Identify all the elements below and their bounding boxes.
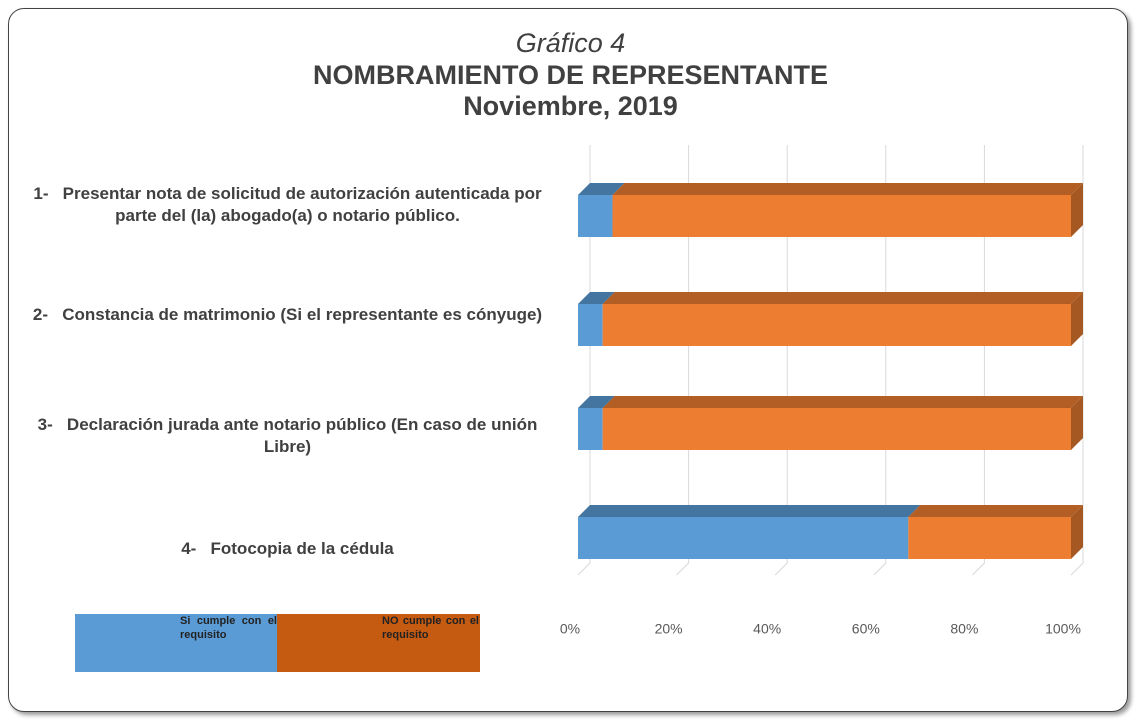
bar-side-face	[1071, 292, 1083, 346]
grid-line	[676, 145, 690, 576]
legend-label: NO cumple con el requisito	[382, 615, 479, 641]
bar-segment	[578, 408, 603, 450]
grid-line	[1070, 145, 1084, 576]
bar-segment	[578, 304, 603, 346]
bar-segment	[908, 517, 1071, 559]
legend-swatch	[75, 614, 278, 672]
bar-side-face	[1071, 505, 1083, 559]
x-tick-label: 0%	[560, 621, 580, 637]
bar-top-face	[578, 292, 615, 304]
bar-top-face	[578, 505, 921, 517]
grid-line	[774, 145, 788, 576]
x-tick-label: 60%	[852, 621, 880, 637]
category-label: 1- Presentar nota de solicitud de autori…	[33, 184, 547, 225]
x-tick-label: 100%	[1045, 621, 1081, 637]
bar-segment	[578, 517, 909, 559]
bar-top-face	[578, 183, 625, 195]
category-label: 3- Declaración jurada ante notario públi…	[37, 415, 543, 456]
category-label: 2- Constancia de matrimonio (Si el repre…	[32, 305, 543, 324]
grid-line	[972, 145, 985, 576]
title-line: NOMBRAMIENTO DE REPRESENTANTE	[312, 60, 829, 90]
bar-segment	[602, 408, 1071, 450]
bar-top-face	[908, 505, 1083, 517]
title-line: Gráfico 4	[515, 28, 626, 58]
bar-top-face	[602, 292, 1083, 304]
grid-line	[873, 145, 887, 576]
bar-top-face	[612, 183, 1083, 195]
bar-side-face	[1071, 183, 1083, 237]
bar-top-face	[578, 396, 615, 408]
category-label: 4- Fotocopia de la cédula	[181, 539, 394, 558]
chart-frame	[8, 8, 1128, 712]
x-tick-label: 20%	[655, 621, 683, 637]
title-line: Noviembre, 2019	[463, 91, 678, 121]
x-tick-label: 40%	[753, 621, 781, 637]
bar-segment	[612, 195, 1071, 237]
legend-label: Si cumple con el requisito	[180, 615, 277, 641]
legend-swatch	[277, 614, 480, 672]
x-tick-label: 80%	[950, 621, 978, 637]
bar-side-face	[1071, 396, 1083, 450]
grid-line	[577, 145, 591, 576]
bar-segment	[602, 304, 1071, 346]
bar-top-face	[602, 396, 1083, 408]
bar-segment	[578, 195, 613, 237]
